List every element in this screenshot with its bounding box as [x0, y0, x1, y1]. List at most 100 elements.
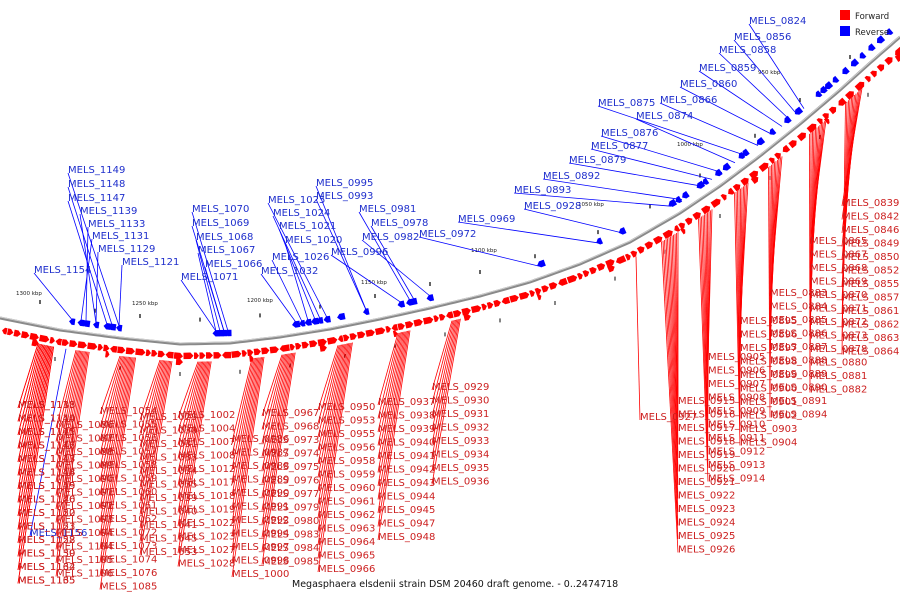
gene-label: MELS_0974 [262, 449, 319, 460]
gene-label: MELS_1159 [18, 549, 75, 560]
forward-gene-arrow [105, 350, 110, 358]
reverse-gene-arrow [859, 51, 867, 59]
forward-gene-arrow [823, 118, 830, 125]
forward-gene-arrow [710, 198, 721, 208]
forward-gene-arrow [397, 323, 405, 331]
leader-line [17, 346, 54, 584]
leader-line [118, 264, 123, 326]
gene-label: MELS_1122 [18, 508, 75, 519]
leader-line [17, 344, 46, 490]
forward-gene-arrow [317, 338, 327, 347]
gene-label: MELS_0926 [678, 545, 735, 556]
gene-label: MELS_0864 [842, 347, 899, 358]
reverse-gene-arrow [103, 323, 111, 330]
gene-label: MELS_1142 [18, 441, 75, 452]
forward-gene-arrow [750, 176, 759, 185]
gene-label: MELS_0953 [318, 416, 375, 427]
gene-label: MELS_0937 [378, 397, 435, 408]
gene-label: MELS_1117 [18, 454, 75, 465]
gene-label: MELS_1002 [178, 410, 235, 421]
leader-line [809, 133, 811, 393]
gene-label: MELS_0863 [842, 333, 899, 344]
leader-line [317, 342, 351, 546]
gene-label: MELS_1033 [140, 453, 197, 464]
leader-line [99, 357, 136, 590]
gene-label: MELS_0912 [708, 447, 765, 458]
leader-line [702, 215, 709, 442]
reverse-gene-arrow [317, 316, 324, 324]
leader-line [177, 361, 201, 446]
leader-line [139, 360, 168, 502]
forward-gene-arrow [674, 224, 681, 232]
forward-gene-arrow [876, 64, 885, 72]
forward-gene-arrow [684, 217, 693, 226]
gene-label: MELS_0839 [842, 198, 899, 209]
leader-line [768, 167, 771, 418]
forward-gene-arrow [630, 250, 638, 258]
gene-label: MELS_0941 [378, 451, 435, 462]
forward-gene-arrow [438, 313, 446, 321]
gene-label: MELS_0856 [734, 32, 791, 43]
forward-gene-arrow [391, 324, 399, 331]
forward-gene-arrow [624, 253, 631, 261]
leader-line [358, 211, 411, 301]
gene-label: MELS_1129 [98, 244, 155, 255]
gene-label: MELS_0884 [770, 302, 827, 313]
forward-gene-arrow [309, 340, 318, 348]
reverse-gene-arrow [702, 177, 710, 185]
gene-label: MELS_1087 [56, 434, 113, 445]
forward-gene-arrow [295, 342, 302, 350]
scale-tick-label: 1000 kbp [677, 142, 703, 148]
leader-line [635, 118, 736, 164]
leader-line [17, 344, 45, 476]
gene-label: MELS_0945 [378, 505, 435, 516]
forward-gene-arrow [199, 352, 206, 359]
forward-gene-arrow [740, 177, 749, 186]
forward-gene-arrow [301, 341, 309, 349]
forward-gene-arrow [582, 270, 590, 278]
gene-label: MELS_0914 [708, 474, 765, 485]
gene-label: MELS_0899 [740, 370, 797, 381]
forward-gene-arrow [461, 307, 471, 316]
gene-label: MELS_1152 [18, 535, 75, 546]
gene-label: MELS_0920 [678, 464, 735, 475]
leader-line [431, 319, 456, 431]
gene-label: MELS_0936 [432, 477, 489, 488]
leader-line [431, 320, 454, 404]
leader-line [679, 86, 773, 135]
leader-line [55, 351, 88, 550]
leader-line [597, 105, 746, 156]
leader-line [377, 332, 401, 433]
gene-label: MELS_0950 [318, 402, 375, 413]
leader-line [177, 361, 212, 567]
leader-line [600, 135, 723, 173]
forward-gene-arrow [732, 184, 741, 192]
gene-label: MELS_0911 [708, 433, 765, 444]
gene-label: MELS_1017 [178, 478, 235, 489]
leader-line [55, 351, 89, 564]
leader-line [261, 352, 296, 565]
forward-gene-arrow [788, 140, 797, 149]
gene-label: MELS_1019 [178, 505, 235, 516]
leader-line [99, 357, 133, 550]
forward-gene-arrow [728, 187, 735, 195]
forward-gene-arrow [607, 264, 615, 273]
forward-gene-arrow [615, 255, 627, 264]
leader-line [317, 343, 350, 532]
gene-label: MELS_0972 [419, 229, 476, 240]
leader-line [317, 344, 341, 438]
leader-line [261, 354, 283, 417]
forward-gene-arrow [29, 332, 39, 341]
forward-gene-arrow [173, 352, 183, 360]
legend-reverse-label: Reverse [855, 28, 889, 38]
gene-label: MELS_1069 [192, 218, 249, 229]
forward-gene-arrow [692, 211, 701, 221]
leader-line [99, 357, 135, 577]
leader-line [17, 345, 47, 503]
forward-gene-arrow [758, 162, 769, 173]
leader-line [568, 162, 703, 187]
forward-gene-arrow [117, 346, 126, 354]
legend-forward-swatch [840, 10, 850, 20]
leader-line [99, 356, 127, 482]
forward-gene-arrow [392, 330, 398, 338]
